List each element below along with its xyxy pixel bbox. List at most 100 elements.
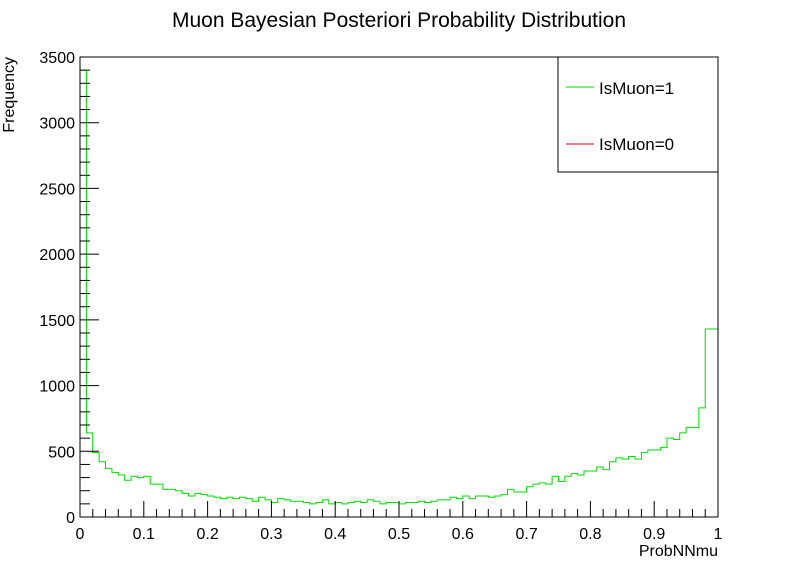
histogram-bin	[284, 500, 290, 517]
histogram-series-line-0	[79, 69, 719, 517]
histogram-bin	[482, 496, 488, 517]
x-tick-label: 0.3	[260, 526, 282, 543]
histogram-bin	[559, 482, 565, 517]
histogram-bin	[240, 497, 246, 517]
x-tick-label: 0.9	[643, 526, 665, 543]
histogram-bin	[590, 471, 596, 517]
histogram-bin	[322, 500, 328, 517]
chart-title: Muon Bayesian Posteriori Probability Dis…	[172, 9, 626, 32]
histogram-bin	[629, 457, 635, 517]
histogram-bin	[233, 499, 239, 517]
x-tick-label: 0.1	[133, 526, 155, 543]
histogram-bin	[99, 462, 105, 517]
histogram-bin	[661, 447, 667, 517]
histogram-bin	[603, 470, 609, 517]
x-tick-label: 0.2	[196, 526, 218, 543]
histogram-bin	[565, 476, 571, 517]
histogram-bin	[399, 504, 405, 517]
histogram-bin	[546, 484, 552, 517]
histogram-bin	[622, 459, 628, 517]
histogram-bin	[705, 329, 711, 517]
histogram-bin	[182, 493, 188, 517]
histogram-bin	[150, 484, 156, 517]
histogram-bin	[227, 497, 233, 517]
histogram-bin	[188, 496, 194, 517]
histogram-bin	[405, 503, 411, 517]
legend-label-ismuon-0: IsMuon=0	[599, 135, 674, 154]
x-tick-label: 0.7	[515, 526, 537, 543]
x-tick-label: 0.5	[388, 526, 410, 543]
histogram-bin	[514, 492, 520, 517]
histogram-bin	[712, 329, 718, 517]
histogram-bin	[699, 408, 705, 517]
x-tick-label: 0.8	[579, 526, 601, 543]
histogram-bin	[686, 428, 692, 517]
histogram-bin	[648, 450, 654, 517]
histogram-bin	[214, 497, 220, 517]
histogram-bin	[495, 496, 501, 517]
histogram-bin	[131, 476, 137, 517]
histogram-bin	[501, 495, 507, 517]
histogram-bin	[163, 489, 169, 517]
histogram-bin	[386, 503, 392, 517]
histogram-bin	[329, 504, 335, 517]
histogram-bin	[380, 504, 386, 517]
histogram-bin	[265, 500, 271, 517]
histogram-bin	[361, 503, 367, 517]
y-tick-label: 500	[48, 444, 75, 461]
histogram-bin	[469, 499, 475, 517]
histogram-bin	[597, 467, 603, 517]
x-tick-label: 0	[76, 526, 85, 543]
y-tick-label: 3000	[39, 116, 75, 133]
histogram-bin	[456, 499, 462, 517]
y-tick-label: 2500	[39, 181, 75, 198]
histogram-bin	[125, 480, 131, 517]
histogram-bin	[412, 503, 418, 517]
y-axis: 0 500 1000 1500 2000 2500 3000 3500	[39, 50, 99, 527]
histogram-bin	[220, 499, 226, 517]
histogram-bin	[437, 500, 443, 517]
histogram-bin	[367, 500, 373, 517]
histogram-bin	[259, 497, 265, 517]
histogram-bin	[348, 503, 354, 517]
histogram-bin	[86, 433, 92, 517]
x-tick-label: 0.6	[452, 526, 474, 543]
histogram-bin	[246, 499, 252, 517]
histogram-bin	[195, 493, 201, 517]
histogram-bin	[393, 503, 399, 517]
legend-box	[557, 56, 719, 173]
histogram-bin	[584, 471, 590, 517]
histogram-bin	[93, 453, 99, 517]
histogram-bin	[444, 500, 450, 517]
histogram-bin	[488, 497, 494, 517]
histogram-bin	[278, 499, 284, 517]
histogram-bin	[118, 475, 124, 517]
histogram-bin	[316, 503, 322, 517]
y-axis-label: Frequency	[1, 57, 18, 133]
y-tick-label: 1500	[39, 313, 75, 330]
histogram-bin	[169, 489, 175, 517]
histogram-bin	[201, 495, 207, 517]
histogram-bin	[520, 492, 526, 517]
histogram-bin	[610, 462, 616, 517]
histogram-bin	[527, 487, 533, 517]
histogram-bin	[342, 504, 348, 517]
y-tick-label: 0	[66, 510, 75, 527]
histogram-bin	[673, 439, 679, 517]
y-tick-label: 2000	[39, 247, 75, 264]
histogram-bin	[507, 489, 513, 517]
y-tick-label: 1000	[39, 379, 75, 396]
histogram-bin	[635, 459, 641, 517]
histogram-bin	[425, 503, 431, 517]
histogram-bin	[252, 501, 258, 517]
histogram-bin	[137, 478, 143, 517]
histogram-bin	[571, 474, 577, 517]
histogram-bin	[271, 503, 277, 517]
histogram-bin	[654, 450, 660, 517]
x-axis: 0 0.1 0.2 0.3 0.4 0.5 0.6 0.7 0.8 0.9 1	[76, 501, 723, 543]
histogram-bin	[463, 496, 469, 517]
histogram-bin	[112, 472, 118, 517]
histogram-bin	[106, 468, 112, 517]
histogram-bin	[616, 458, 622, 517]
